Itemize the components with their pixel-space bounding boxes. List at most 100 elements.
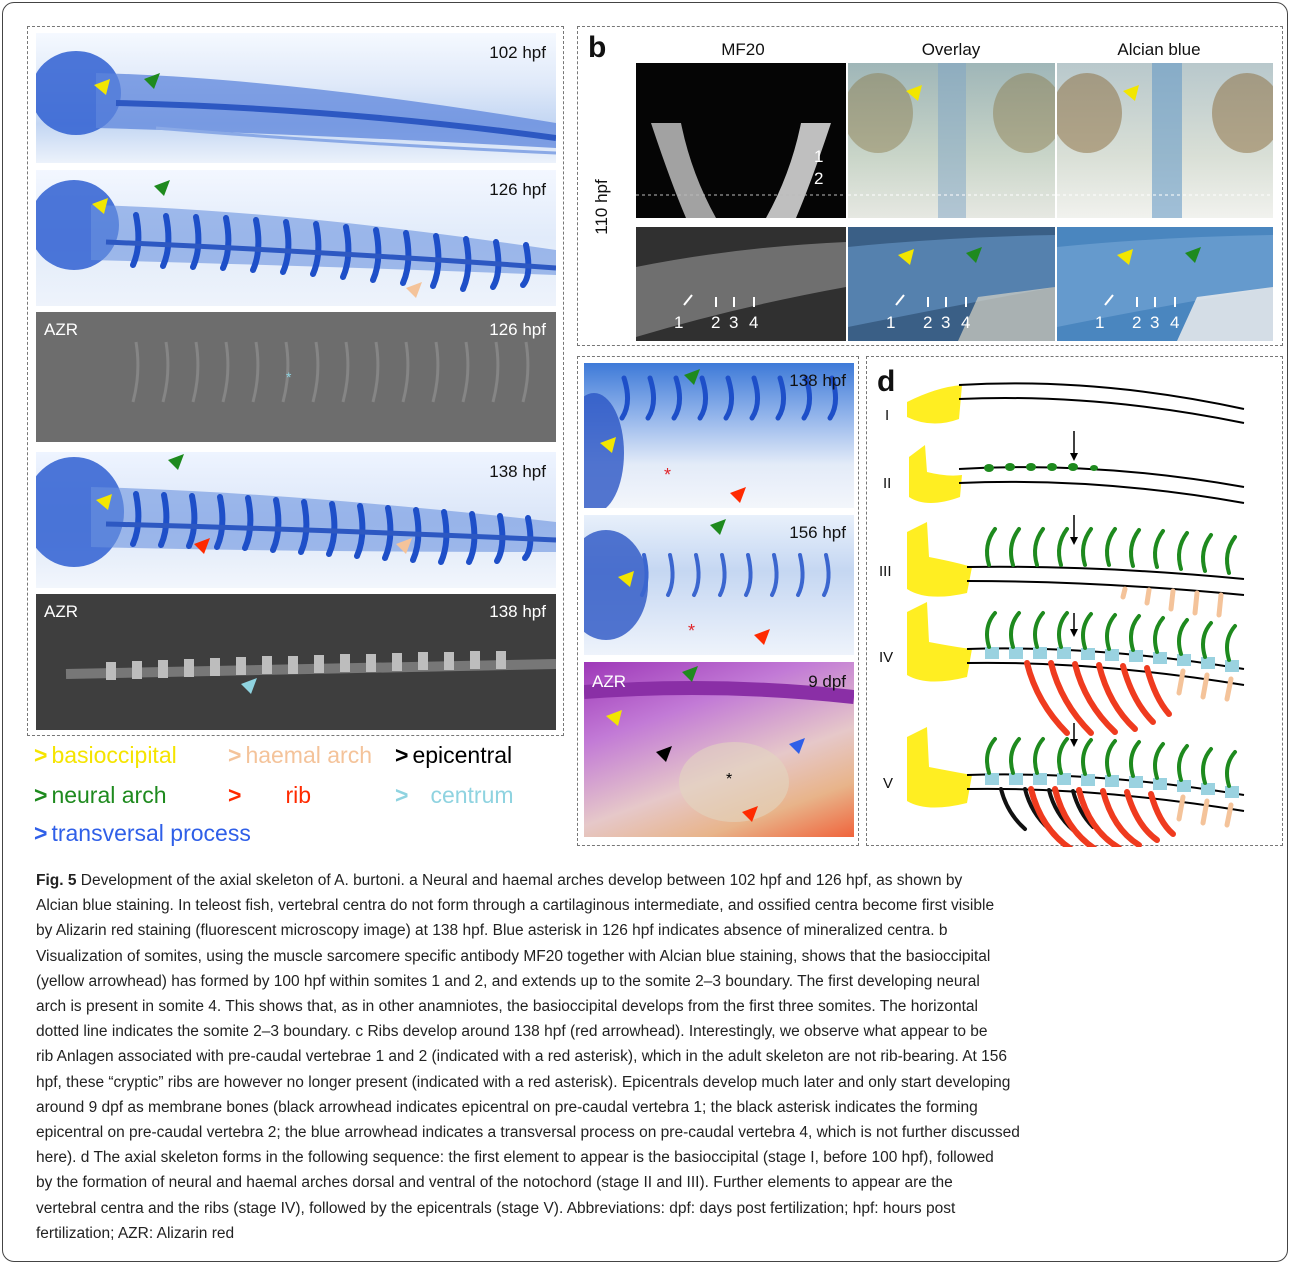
panel-b: b MF20 Overlay Alcian blue 110 hpf 1 2	[577, 26, 1283, 346]
tile-stage-label: 138 hpf	[789, 371, 846, 390]
panel-a-image-138hpf: 138 hpf	[36, 452, 556, 588]
tile-stage-label: 126 hpf	[489, 320, 546, 339]
tile-stage-label: 156 hpf	[789, 523, 846, 542]
overlay-image-bottom: 1 2 3 4	[848, 227, 1055, 341]
caption-line: Alcian blue staining. In teleost fish, v…	[36, 897, 995, 915]
tile-stage-label: 9 dpf	[808, 672, 846, 691]
svg-text:*: *	[726, 771, 732, 788]
svg-text:*: *	[688, 621, 695, 641]
stage-label-iii: III	[879, 563, 892, 580]
panel-b-letter: b	[588, 31, 607, 64]
mf20-image-bottom: 1 2 3 4	[636, 227, 846, 341]
stage-label-i: I	[885, 407, 890, 424]
panel-a-image-azr-138hpf: AZR 138 hpf	[36, 594, 556, 730]
overlay-drawing	[848, 63, 1055, 218]
legend-item-epicentral: > epicentral	[395, 742, 513, 768]
svg-text:*: *	[664, 465, 671, 485]
somite-number: 3	[1150, 313, 1160, 332]
legend-text: centrum	[430, 782, 514, 808]
panel-a: a 102 hpf 12	[27, 26, 564, 736]
mf20-drawing	[636, 123, 846, 218]
somite-number: 1	[1095, 313, 1105, 332]
panel-a-image-126hpf: 126 hpf	[36, 170, 556, 306]
caption-line: fertilization; AZR: Alizarin red	[36, 1224, 235, 1242]
caption-line: dotted line indicates the somite 2–3 bou…	[36, 1023, 988, 1041]
column-title-overlay: Overlay	[921, 40, 981, 59]
alcian-blue-image-bottom: 1 2 3 4	[1057, 227, 1273, 341]
stage-iv-diagram	[907, 602, 1245, 736]
caption-line: arch is present in somite 4. This shows …	[36, 998, 978, 1016]
stage-i-diagram	[907, 382, 1245, 424]
stage-ii-diagram	[909, 445, 1245, 504]
legend-item-rib: > rib	[228, 782, 311, 808]
caption-line: hpf, these “cryptic” ribs are however no…	[36, 1073, 1011, 1091]
azr-grayscale-drawing: *	[131, 341, 530, 403]
azr-grayscale-drawing	[65, 651, 556, 694]
mf20-image-top: 1 2	[636, 63, 846, 218]
caption-line: Visualization of somites, using the musc…	[36, 947, 991, 965]
tile-stage-label: 138 hpf	[489, 602, 546, 621]
panel-d-letter: d	[877, 365, 896, 398]
larva-drawing	[36, 180, 556, 298]
legend-item-transversal-process: > transversal process	[34, 820, 251, 846]
somite-number: 2	[1132, 313, 1142, 332]
legend-text: basioccipital	[51, 742, 177, 768]
panel-c-image-9dpf: * AZR 9 dpf	[584, 662, 854, 837]
legend-item-neural-arch: > neural arch	[34, 782, 167, 808]
alcian-drawing	[1057, 63, 1273, 218]
panel-c: c * 138 hpf *	[577, 356, 859, 846]
caption-line: here). d The axial skeleton forms in the…	[36, 1149, 994, 1167]
panel-a-image-azr-126hpf: * AZR 126 hpf	[36, 312, 556, 442]
somite-number: 3	[729, 313, 739, 332]
larva-drawing	[36, 454, 556, 567]
figure-caption: Fig. 5 Development of the axial skeleton…	[36, 868, 1266, 1246]
larva-drawing	[36, 51, 556, 155]
overlay-drawing	[848, 235, 1055, 341]
stage-iii-diagram	[907, 522, 1245, 618]
somite-number: 1	[814, 147, 824, 166]
figure-label: Fig. 5	[36, 872, 77, 889]
legend-text: rib	[285, 782, 311, 808]
tile-corner-label: AZR	[44, 320, 78, 339]
tile-corner-label: AZR	[592, 672, 626, 691]
legend-item-haemal-arch: > haemal arch	[228, 742, 373, 768]
stage-label-v: V	[883, 775, 894, 792]
caption-line: Fig. 5 Development of the axial skeleton…	[36, 872, 963, 889]
caption-line: (yellow arrowhead) has formed by 100 hpf…	[36, 972, 980, 990]
legend-item-centrum: > centrum	[395, 782, 514, 808]
panel-c-image-138hpf: * 138 hpf	[584, 363, 854, 508]
legend-text: epicentral	[412, 742, 513, 768]
somite-number: 3	[941, 313, 951, 332]
schematic-drawing	[907, 382, 1245, 847]
azr-color-drawing: *	[584, 666, 854, 822]
somite-number: 2	[923, 313, 933, 332]
stage-v-diagram	[907, 727, 1245, 847]
somite-number: 1	[674, 313, 684, 332]
caption-line: by Alizarin red staining (fluorescent mi…	[36, 922, 948, 940]
larva-drawing: *	[584, 519, 831, 645]
panel-a-image-102hpf: 102 hpf	[36, 33, 556, 163]
somite-number: 1	[886, 313, 896, 332]
legend-text: neural arch	[51, 782, 167, 808]
overlay-image-top	[848, 63, 1055, 218]
tile-stage-label: 126 hpf	[489, 180, 546, 199]
tile-stage-label: 102 hpf	[489, 43, 546, 62]
column-title-alcian-blue: Alcian blue	[1117, 40, 1201, 59]
somite-number: 2	[711, 313, 721, 332]
legend-item-basioccipital: > basioccipital	[34, 742, 177, 768]
somite-number: 4	[961, 313, 971, 332]
tile-corner-label: AZR	[44, 602, 78, 621]
caption-line: rib Anlagen associated with pre-caudal v…	[36, 1048, 1008, 1066]
stage-label-iv: IV	[879, 649, 894, 666]
legend-text: haemal arch	[245, 742, 373, 768]
caption-line: by the formation of neural and haemal ar…	[36, 1174, 953, 1192]
svg-text:*: *	[286, 369, 292, 385]
somite-number: 4	[1170, 313, 1180, 332]
somite-number: 2	[814, 169, 824, 188]
stage-label-ii: II	[883, 475, 892, 492]
legend-text: transversal process	[51, 820, 251, 846]
caption-line: epicentral on pre-caudal vertebra 2; the…	[36, 1124, 1020, 1142]
alcian-blue-image-top	[1057, 63, 1273, 218]
larva-drawing: *	[584, 369, 838, 508]
